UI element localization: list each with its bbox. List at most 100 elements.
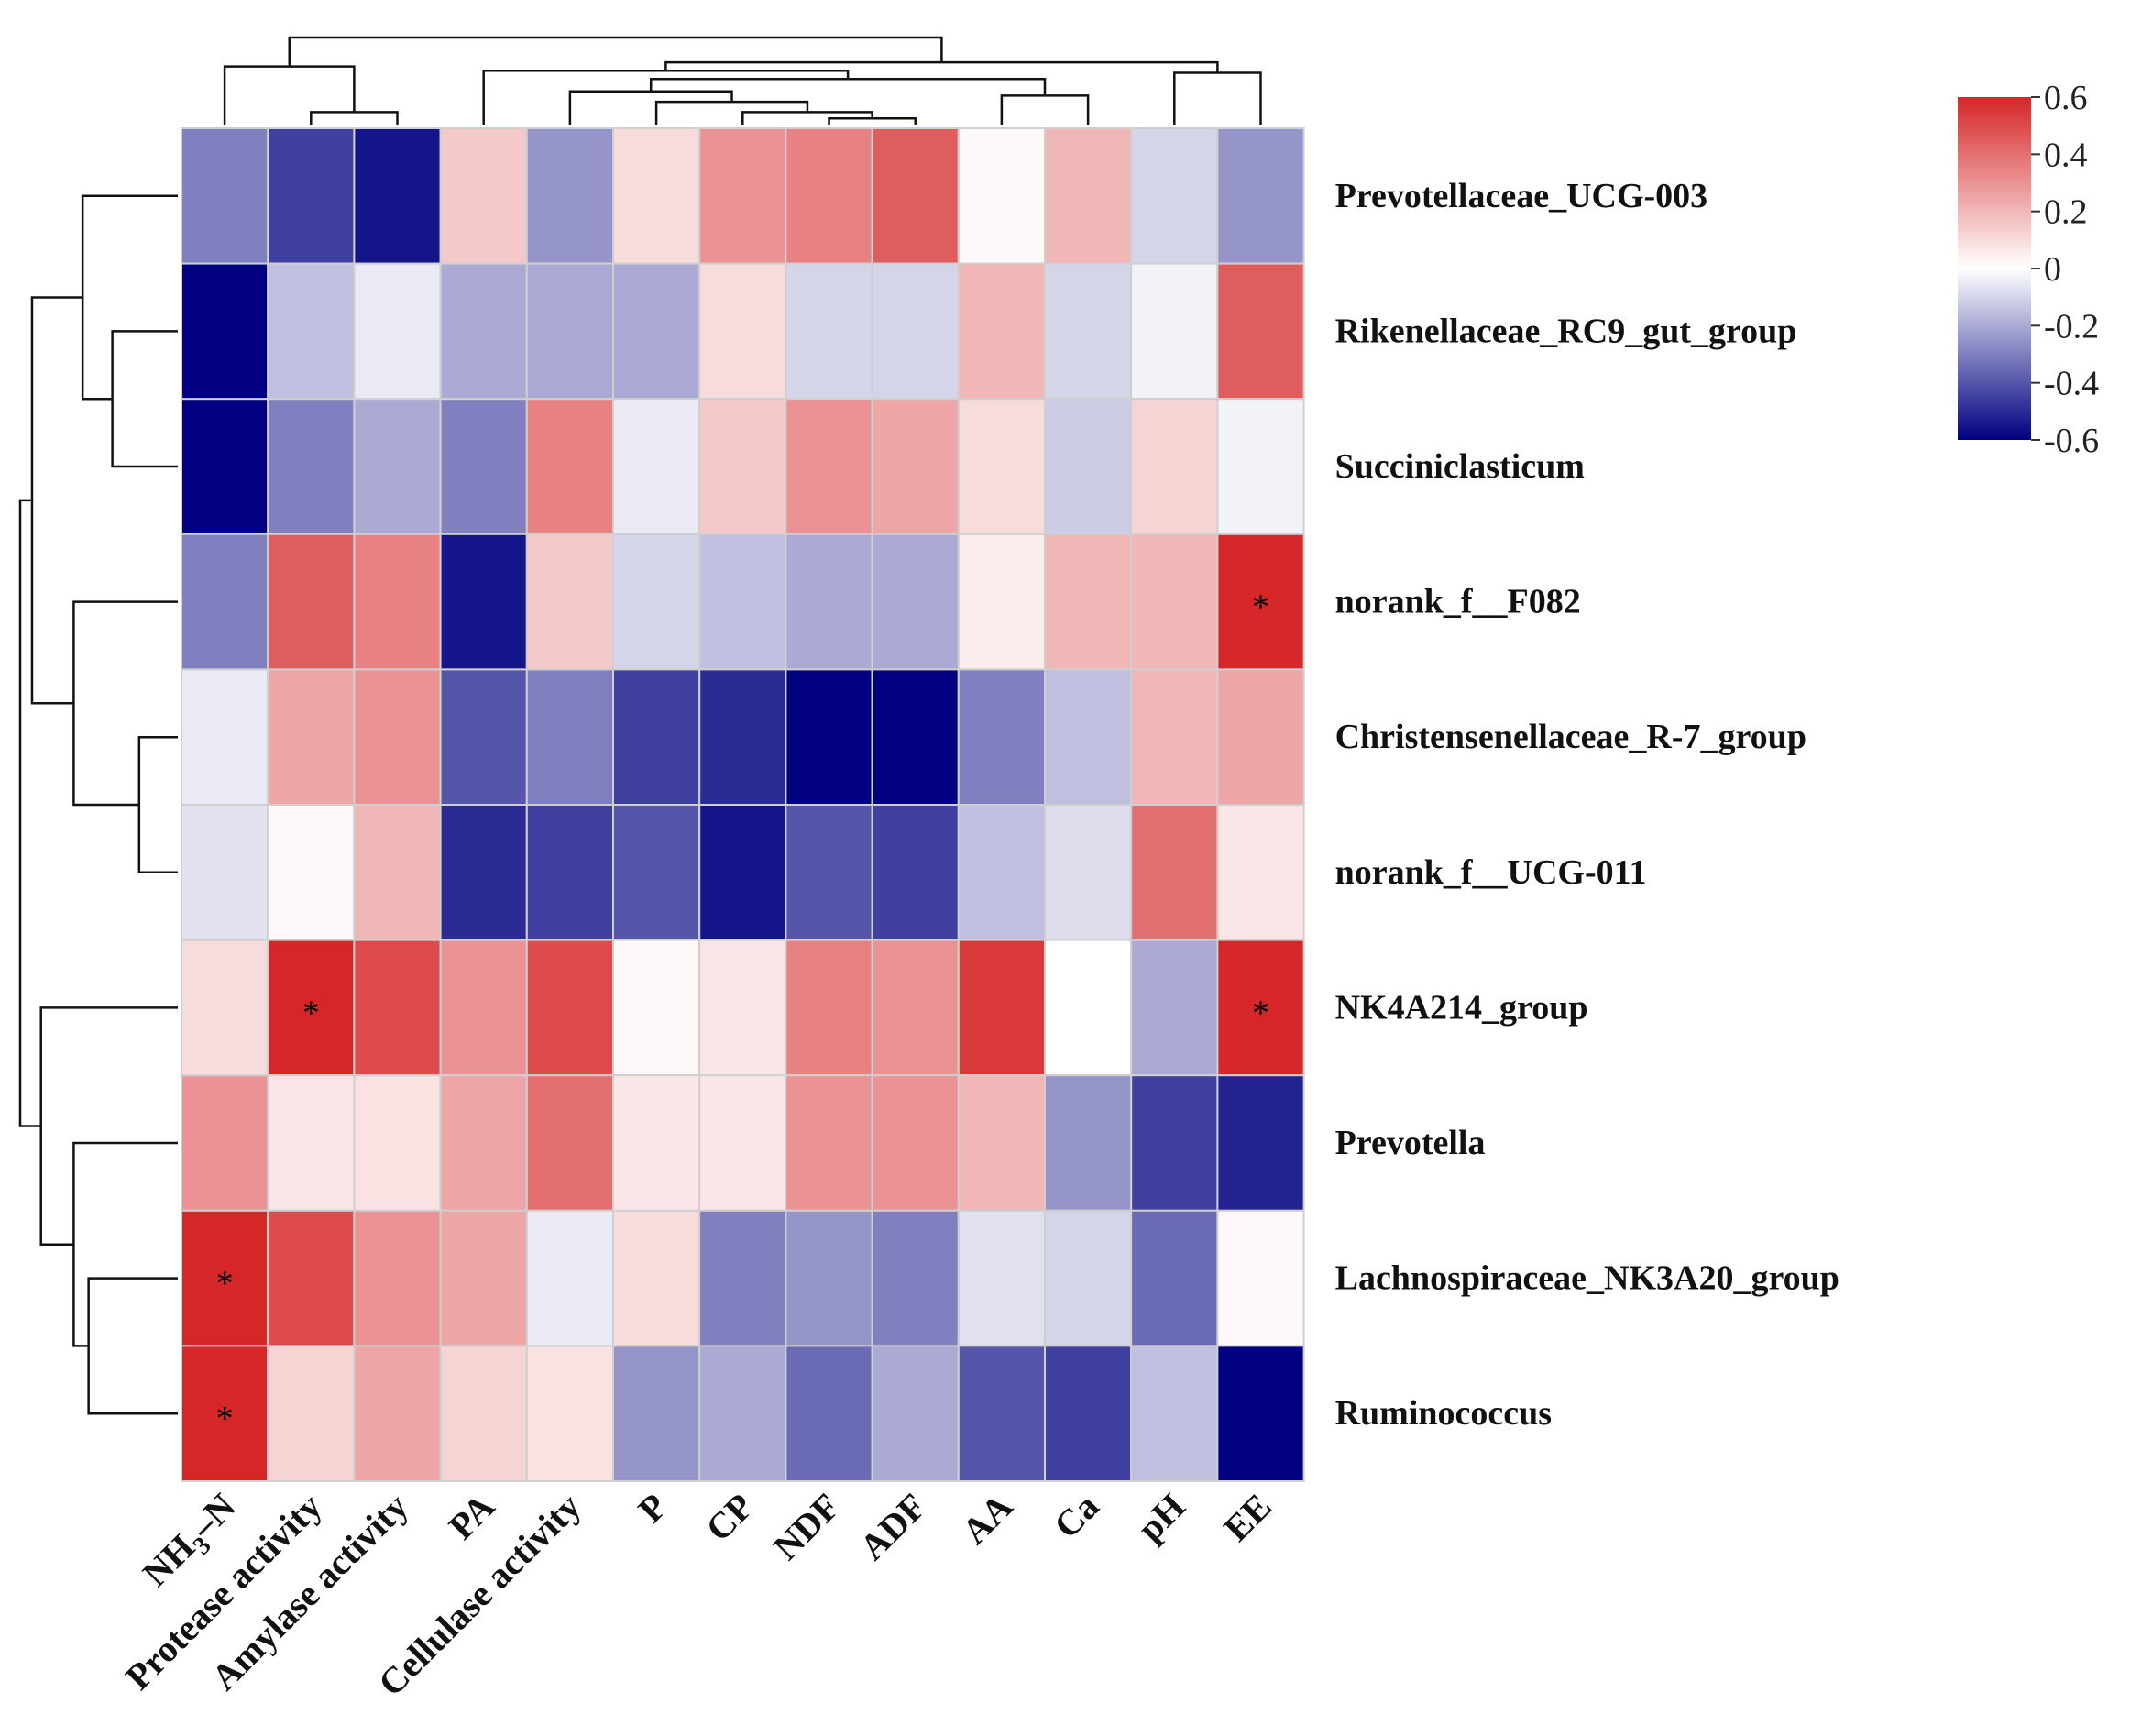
heatmap-cell bbox=[1044, 398, 1133, 535]
heatmap-cell bbox=[353, 668, 442, 807]
heatmap-cell bbox=[267, 127, 356, 265]
heatmap-cell bbox=[353, 804, 442, 941]
heatmap-cell bbox=[525, 1209, 614, 1347]
row-label: Rikenellaceae_RC9_gut_group bbox=[1335, 312, 1797, 350]
legend-tick-label: 0.6 bbox=[2044, 79, 2088, 117]
legend-tick-label: -0.2 bbox=[2044, 307, 2099, 346]
heatmap-cell bbox=[1216, 1074, 1305, 1212]
heatmap-cell bbox=[871, 398, 960, 535]
column-label: P bbox=[630, 1486, 675, 1531]
heatmap-cell bbox=[698, 1074, 787, 1212]
row-label: Lachnospiraceae_NK3A20_group bbox=[1335, 1259, 1839, 1298]
heatmap-cell bbox=[1130, 1345, 1219, 1483]
heatmap-cell bbox=[353, 398, 442, 535]
heatmap-cell bbox=[181, 398, 269, 535]
heatmap-cell bbox=[353, 1209, 442, 1347]
heatmap-cell bbox=[439, 1074, 528, 1212]
dendrogram-branch bbox=[1000, 94, 1090, 125]
heatmap-cell bbox=[525, 804, 614, 941]
heatmap-cell bbox=[267, 262, 356, 401]
heatmap-cell bbox=[525, 262, 614, 401]
heatmap-cell bbox=[439, 127, 528, 265]
heatmap-cell bbox=[353, 262, 442, 401]
heatmap-cell bbox=[612, 533, 701, 671]
heatmap-cell bbox=[525, 127, 614, 265]
heatmap-cell bbox=[785, 127, 873, 265]
legend-tick-label: 0 bbox=[2044, 250, 2061, 289]
heatmap-cell bbox=[267, 804, 356, 941]
heatmap-cell bbox=[957, 398, 1047, 535]
heatmap-cell bbox=[871, 1074, 960, 1212]
heatmap-cell bbox=[698, 939, 787, 1077]
row-label: Prevotellaceae_UCG-003 bbox=[1335, 177, 1708, 215]
dendrogram-branch bbox=[223, 65, 356, 125]
heatmap-cell bbox=[957, 939, 1047, 1077]
heatmap-cell bbox=[1216, 127, 1305, 265]
heatmap-cell bbox=[871, 668, 960, 807]
heatmap-cell bbox=[871, 533, 960, 671]
legend-tick-label: -0.6 bbox=[2044, 422, 2099, 460]
heatmap-cell bbox=[612, 1345, 701, 1483]
heatmap-cell bbox=[181, 533, 269, 671]
heatmap-cell bbox=[698, 1345, 787, 1483]
dendrogram-branch bbox=[30, 296, 83, 705]
heatmap-cell bbox=[871, 127, 960, 265]
heatmap-cell bbox=[785, 804, 873, 941]
heatmap-cell bbox=[439, 1209, 528, 1347]
heatmap-cell bbox=[612, 1074, 701, 1212]
heatmap-cell bbox=[612, 804, 701, 941]
heatmap-cell bbox=[871, 1209, 960, 1347]
heatmap-cell bbox=[267, 1345, 356, 1483]
heatmap-cell bbox=[181, 1209, 269, 1347]
dendrogram-branch bbox=[72, 600, 178, 807]
heatmap-cell bbox=[525, 533, 614, 671]
dendrogram-branch bbox=[654, 100, 809, 125]
heatmap-cell bbox=[439, 398, 528, 535]
dendrogram-branch bbox=[649, 77, 1047, 96]
legend-tick-label: 0.2 bbox=[2044, 193, 2088, 232]
column-label: NDF bbox=[765, 1486, 848, 1568]
row-label: Christensenellaceae_R-7_group bbox=[1335, 718, 1806, 756]
heatmap-cell bbox=[785, 1209, 873, 1347]
heatmap-cell bbox=[698, 804, 787, 941]
heatmap-cells bbox=[181, 127, 1305, 1483]
dendrogram-branch bbox=[81, 194, 178, 401]
heatmap-cell bbox=[785, 398, 873, 535]
heatmap-cell bbox=[439, 804, 528, 941]
heatmap-cell bbox=[612, 262, 701, 401]
heatmap-cell bbox=[1130, 398, 1219, 535]
heatmap-cell bbox=[525, 1074, 614, 1212]
heatmap-cell bbox=[785, 1074, 873, 1212]
legend-tick-label: 0.4 bbox=[2044, 136, 2088, 174]
heatmap-cell bbox=[957, 1345, 1047, 1483]
heatmap-cell bbox=[785, 533, 873, 671]
heatmap-cell bbox=[698, 262, 787, 401]
column-label: EE bbox=[1215, 1486, 1279, 1550]
row-label: NK4A214_group bbox=[1335, 988, 1588, 1027]
heatmap-cell bbox=[957, 127, 1047, 265]
heatmap-cell bbox=[1044, 533, 1133, 671]
heatmap-cell bbox=[1130, 1074, 1219, 1212]
dendrogram-branch bbox=[288, 36, 943, 67]
heatmap-cell bbox=[181, 668, 269, 807]
heatmap-cell bbox=[871, 804, 960, 941]
heatmap-cell bbox=[353, 1345, 442, 1483]
heatmap-cell bbox=[785, 939, 873, 1077]
heatmap-cell bbox=[957, 804, 1047, 941]
column-label: PA bbox=[441, 1485, 503, 1547]
heatmap-cell bbox=[698, 398, 787, 535]
heatmap-cell bbox=[1216, 262, 1305, 401]
legend-colorbar bbox=[1958, 97, 2031, 440]
heatmap-cell bbox=[181, 939, 269, 1077]
dendrogram-branch bbox=[87, 1277, 178, 1415]
heatmap-cell bbox=[181, 262, 269, 401]
heatmap-cell bbox=[785, 1345, 873, 1483]
row-label: Succiniclasticum bbox=[1335, 447, 1585, 486]
heatmap-cell bbox=[871, 1345, 960, 1483]
heatmap-cell bbox=[957, 1074, 1047, 1212]
dendrogram-branch bbox=[1173, 71, 1262, 125]
column-label: AA bbox=[954, 1485, 1021, 1552]
significance-star: * bbox=[216, 1265, 234, 1303]
